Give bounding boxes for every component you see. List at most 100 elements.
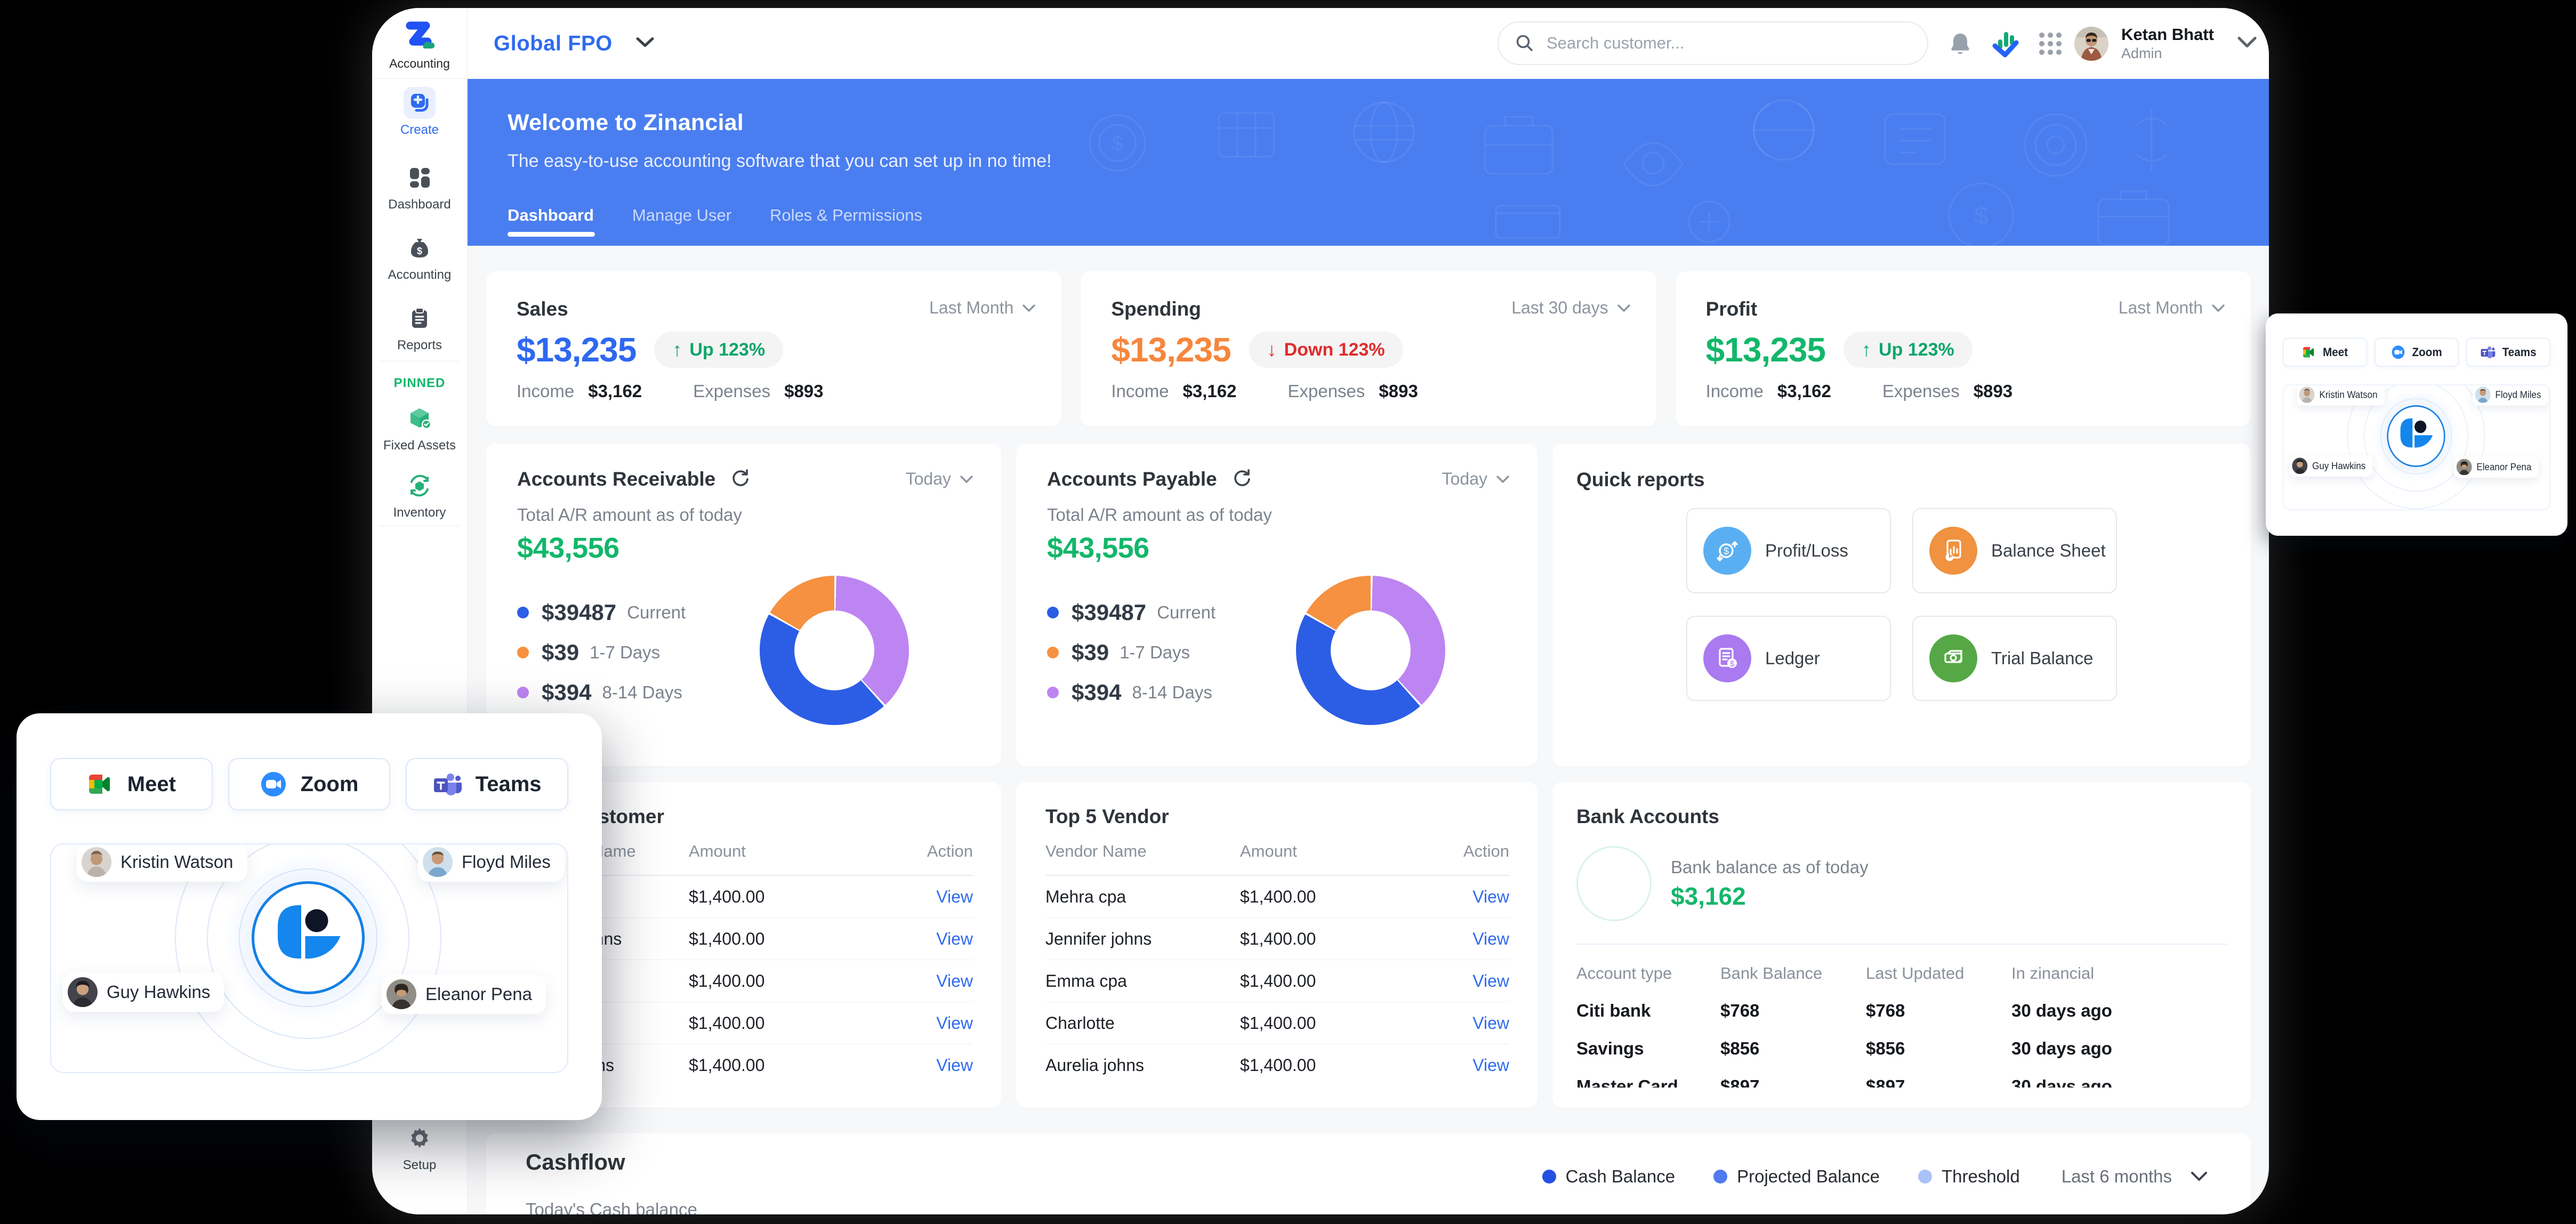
person-chip[interactable]: Guy Hawkins (2289, 455, 2373, 477)
legend-amount: $394 (1072, 679, 1122, 705)
user-info[interactable]: Ketan Bhatt Admin (2121, 25, 2214, 62)
refresh-icon[interactable] (729, 467, 751, 491)
chevron-down-icon[interactable] (2236, 36, 2258, 51)
view-link[interactable]: View (936, 929, 973, 948)
legend-item: $39487 Current (517, 592, 973, 632)
tab-dashboard[interactable]: Dashboard (508, 206, 595, 237)
card-title: Cashflow (526, 1149, 625, 1174)
hero-title: Welcome to Zinancial (508, 110, 744, 135)
view-link[interactable]: View (1472, 929, 1509, 948)
dashboard-content: Sales Last Month $13,235 ↑ Up 123% Income (468, 246, 2269, 1214)
period-dropdown[interactable]: Today (906, 469, 973, 489)
legend-label: 8-14 Days (602, 682, 682, 702)
ring (2364, 385, 2468, 492)
tab-roles-permissions[interactable]: Roles & Permissions (770, 206, 922, 224)
period-dropdown[interactable]: Last Month (2119, 298, 2225, 318)
period-dropdown[interactable]: Last 30 days (1511, 298, 1630, 318)
user-role: Admin (2121, 45, 2162, 62)
person-name: Floyd Miles (462, 852, 551, 872)
svg-text:$: $ (1730, 659, 1735, 669)
person-chip[interactable]: Guy Hawkins (63, 972, 224, 1012)
sidebar-item-label: Create (400, 123, 439, 137)
inventory-sync-icon (372, 470, 467, 502)
chevron-down-icon (1023, 304, 1036, 312)
legend-label: 8-14 Days (1132, 682, 1212, 702)
person-chip[interactable]: Kristin Watson (77, 844, 247, 882)
table-row: Emma cpa $1,400.00 View (1045, 960, 1509, 1002)
period-dropdown[interactable]: Last 6 months (2062, 1166, 2208, 1187)
aging-legend: $39487 Current $39 1-7 Days $394 (1047, 592, 1510, 712)
apps-grid-icon[interactable] (2036, 30, 2064, 58)
bank-balance-label: Bank balance as of today (1671, 857, 1869, 877)
person-chip[interactable]: Eleanor Pena (2454, 456, 2539, 478)
legend-dot (517, 686, 529, 698)
person-chip[interactable]: Floyd Miles (2473, 385, 2548, 406)
search-box[interactable] (1498, 21, 1928, 65)
trend-badge: ↓ Down 123% (1249, 332, 1403, 368)
report-profit-loss[interactable]: $ Profit/Loss (1686, 508, 1891, 593)
profit-card: Profit Last Month $13,235 ↑ Up 123% Incom… (1675, 271, 2251, 426)
legend-item: Projected Balance (1713, 1166, 1880, 1187)
card-title: Bank Accounts (1576, 806, 1719, 827)
sidebar-logo[interactable]: Accounting (372, 8, 467, 79)
user-avatar[interactable] (2074, 26, 2108, 61)
tab-manage-user[interactable]: Manage User (632, 206, 732, 224)
period-dropdown[interactable]: Today (1442, 469, 1510, 489)
legend-dot (517, 606, 529, 618)
notifications-bell-icon[interactable] (1947, 31, 1973, 57)
chevron-down-icon (1617, 304, 1630, 312)
person-name: Guy Hawkins (2312, 460, 2366, 471)
ring (2380, 398, 2452, 474)
meet-button[interactable]: Meet (2283, 337, 2367, 367)
sidebar-item-dashboard[interactable]: Dashboard (372, 162, 467, 212)
search-input[interactable] (1547, 34, 1911, 53)
report-ledger[interactable]: $ Ledger (1686, 616, 1891, 701)
legend-item: $394 8-14 Days (1047, 672, 1510, 712)
table-header: Account type Bank Balance Last Updated I… (1576, 964, 2095, 983)
topbar: Global FPO (468, 8, 2269, 79)
sidebar-item-reports[interactable]: Reports (372, 302, 467, 353)
sidebar-item-create[interactable]: Create (372, 87, 467, 138)
card-subtitle: Total A/R amount as of today (1047, 505, 1272, 525)
teams-button[interactable]: Teams (406, 758, 569, 810)
view-link[interactable]: View (936, 1056, 973, 1075)
company-switcher[interactable]: Global FPO (494, 31, 613, 55)
chevron-down-icon[interactable] (635, 36, 655, 51)
sidebar-item-setup[interactable]: Setup (372, 1122, 467, 1173)
sidebar-item-inventory[interactable]: Inventory (372, 470, 467, 520)
analytics-logo-icon[interactable] (1991, 29, 2020, 59)
hero-tabs: Dashboard Manage User Roles & Permission… (508, 206, 2269, 237)
legend-item: $394 8-14 Days (517, 672, 973, 712)
svg-text:$: $ (417, 246, 422, 256)
person-chip[interactable]: Eleanor Pena (382, 975, 546, 1014)
table-row: Master Card $897 $897 30 days ago (1576, 1076, 2112, 1088)
legend-item: $39487 Current (1047, 592, 1510, 632)
people-panel: Kristin Watson Floyd Miles Guy Hawkins E… (2283, 384, 2550, 510)
view-link[interactable]: View (936, 971, 973, 991)
person-chip[interactable]: Kristin Watson (2297, 385, 2385, 406)
zoom-button[interactable]: Zoom (2374, 337, 2459, 367)
view-link[interactable]: View (936, 887, 973, 906)
view-link[interactable]: View (1472, 1013, 1509, 1033)
refresh-icon[interactable] (1231, 467, 1252, 491)
meet-button[interactable]: Meet (50, 758, 213, 810)
report-balance-sheet[interactable]: Balance Sheet (1912, 508, 2117, 593)
quick-reports-card: Quick reports $ Profit/Loss (1552, 444, 2251, 766)
top-vendors-card: Top 5 Vendor Vendor Name Amount Action M… (1016, 782, 1537, 1108)
person-name: Eleanor Pena (425, 984, 532, 1004)
view-link[interactable]: View (1472, 887, 1509, 906)
zoom-button[interactable]: Zoom (228, 758, 391, 810)
view-link[interactable]: View (936, 1013, 973, 1033)
sidebar-item-accounting[interactable]: $ Accounting (372, 232, 467, 283)
period-dropdown[interactable]: Last Month (929, 298, 1036, 318)
sidebar-item-fixed-assets[interactable]: Fixed Assets (372, 402, 467, 453)
report-trial-balance[interactable]: Trial Balance (1912, 616, 2117, 701)
view-link[interactable]: View (1472, 1056, 1509, 1075)
report-label: Balance Sheet (1991, 541, 2106, 560)
view-link[interactable]: View (1472, 971, 1509, 991)
teams-button[interactable]: Teams (2466, 337, 2550, 367)
person-name: Floyd Miles (2495, 389, 2541, 400)
person-chip[interactable]: Floyd Miles (418, 844, 565, 882)
trend-badge: ↑ Up 123% (654, 332, 784, 368)
